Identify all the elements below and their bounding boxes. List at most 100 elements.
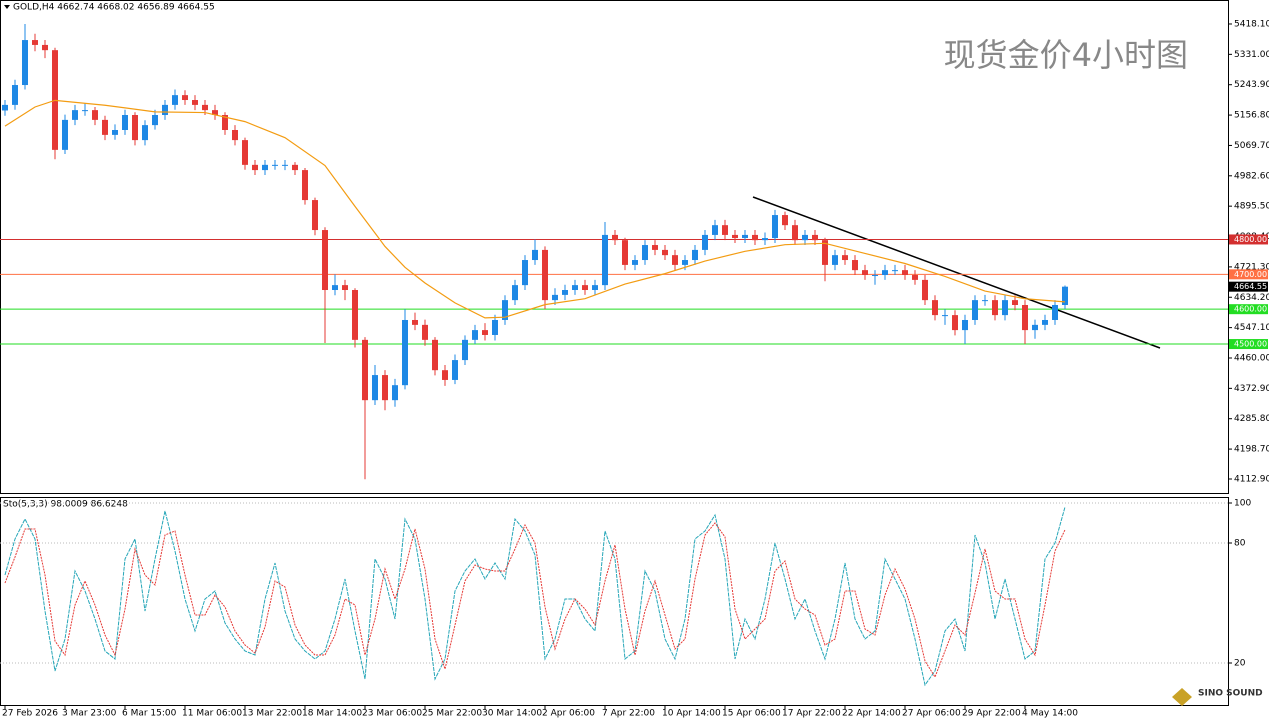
candle-body bbox=[202, 104, 208, 111]
candle-body bbox=[702, 234, 708, 250]
candle-body bbox=[172, 95, 178, 105]
candle-body bbox=[732, 234, 738, 239]
candle-body bbox=[542, 249, 548, 301]
trend-line bbox=[752, 196, 1161, 349]
candle-body bbox=[272, 164, 278, 166]
x-tick-label: 10 Apr 14:00 bbox=[662, 709, 721, 719]
candle-body bbox=[242, 140, 248, 165]
level-label: 4700.00 bbox=[1234, 270, 1267, 279]
candle-body bbox=[292, 164, 298, 171]
logo: SINO SOUND bbox=[1198, 689, 1263, 699]
candle-body bbox=[412, 319, 418, 325]
candle-body bbox=[832, 255, 838, 265]
menu-arrow bbox=[4, 5, 10, 9]
y-tick-label: 5069.70 bbox=[1234, 141, 1269, 151]
moving-average bbox=[4, 99, 1066, 319]
candle-body bbox=[882, 270, 888, 276]
y-tick-label: 4634.20 bbox=[1234, 293, 1269, 303]
y-tick-label: 5418.10 bbox=[1234, 19, 1269, 29]
header: GOLD,H4 4662.74 4668.02 4656.89 4664.55 bbox=[13, 3, 215, 13]
candle-body bbox=[822, 240, 828, 265]
y-tick-label: 4982.60 bbox=[1234, 171, 1269, 181]
candle-body bbox=[782, 215, 788, 226]
y-tick-label: 4721.30 bbox=[1234, 262, 1269, 272]
level-label: 4500.00 bbox=[1234, 340, 1267, 349]
candle-body bbox=[842, 255, 848, 261]
y-tick-label: 4460.00 bbox=[1234, 353, 1269, 363]
x-tick-label: 23 Mar 06:00 bbox=[362, 709, 422, 719]
candle-body bbox=[972, 300, 978, 320]
candle-body bbox=[862, 270, 868, 276]
level-tag bbox=[1229, 269, 1268, 280]
candle-body bbox=[682, 260, 688, 265]
candle-body bbox=[762, 238, 768, 241]
candle-body bbox=[642, 245, 648, 261]
candle-body bbox=[942, 315, 948, 317]
candle-body bbox=[952, 315, 958, 331]
candle-body bbox=[1002, 300, 1008, 316]
watermark: 现货金价4小时图 bbox=[944, 36, 1188, 74]
candle-body bbox=[532, 249, 538, 261]
x-tick-label: 22 Apr 14:00 bbox=[842, 709, 901, 719]
candle-body bbox=[852, 260, 858, 271]
candle-body bbox=[662, 249, 668, 256]
candle-body bbox=[332, 285, 338, 291]
candle-body bbox=[442, 370, 448, 380]
candle-body bbox=[562, 290, 568, 295]
candle-body bbox=[22, 40, 28, 86]
candle-body bbox=[1012, 300, 1018, 305]
candle-body bbox=[612, 234, 618, 241]
x-tick-label: 25 Mar 22:00 bbox=[422, 709, 482, 719]
level-tag bbox=[1229, 234, 1268, 245]
candle-body bbox=[262, 164, 268, 171]
candle-body bbox=[622, 240, 628, 265]
candle-body bbox=[392, 385, 398, 401]
y-tick-label: 4285.80 bbox=[1234, 414, 1269, 424]
last-price-label: 4664.55 bbox=[1234, 282, 1267, 291]
x-tick-label: 18 Mar 14:00 bbox=[302, 709, 362, 719]
candle-body bbox=[772, 215, 778, 239]
candle-body bbox=[692, 249, 698, 261]
stoch-line bbox=[4, 506, 1066, 687]
x-tick-label: 15 Apr 06:00 bbox=[722, 709, 781, 719]
candle-body bbox=[1042, 319, 1048, 325]
candle-body bbox=[632, 260, 638, 265]
candle-body bbox=[1032, 324, 1038, 331]
candle-body bbox=[182, 95, 188, 101]
candle-body bbox=[322, 230, 328, 291]
x-tick-label: 29 Apr 22:00 bbox=[962, 709, 1021, 719]
candle-body bbox=[102, 119, 108, 135]
level-tag bbox=[1229, 304, 1268, 315]
candle-body bbox=[792, 225, 798, 241]
candle-body bbox=[342, 285, 348, 291]
candle-body bbox=[362, 339, 368, 401]
stoch-frame bbox=[0, 497, 1229, 706]
last-price-tag bbox=[1229, 281, 1268, 292]
x-tick-label: 17 Apr 22:00 bbox=[782, 709, 841, 719]
candle-body bbox=[212, 110, 218, 116]
y-tick-label: 4895.50 bbox=[1234, 202, 1269, 212]
candle-body bbox=[472, 330, 478, 340]
y-tick-label: 100 bbox=[1234, 499, 1251, 509]
y-tick-label: 4198.70 bbox=[1234, 445, 1269, 455]
y-tick-label: 5243.90 bbox=[1234, 80, 1269, 90]
candle-body bbox=[922, 279, 928, 301]
x-tick-label: 3 Mar 23:00 bbox=[62, 709, 117, 719]
candle-body bbox=[912, 275, 918, 280]
candle-body bbox=[872, 275, 878, 277]
candle-body bbox=[512, 285, 518, 301]
candle-body bbox=[372, 375, 378, 401]
candle-body bbox=[582, 285, 588, 291]
candle-body bbox=[742, 234, 748, 239]
candle-body bbox=[402, 319, 408, 386]
candle-body bbox=[382, 375, 388, 401]
candle-body bbox=[162, 104, 168, 116]
candle-body bbox=[1052, 304, 1058, 320]
candle-body bbox=[282, 164, 288, 166]
candle-body bbox=[492, 319, 498, 335]
stoch-title: Sto(5,3,3) 98.0009 86.6248 bbox=[3, 500, 128, 510]
candle-body bbox=[192, 100, 198, 105]
y-tick-label: 4112.90 bbox=[1234, 474, 1269, 484]
x-tick-label: 11 Mar 06:00 bbox=[182, 709, 242, 719]
candle-body bbox=[352, 290, 358, 340]
